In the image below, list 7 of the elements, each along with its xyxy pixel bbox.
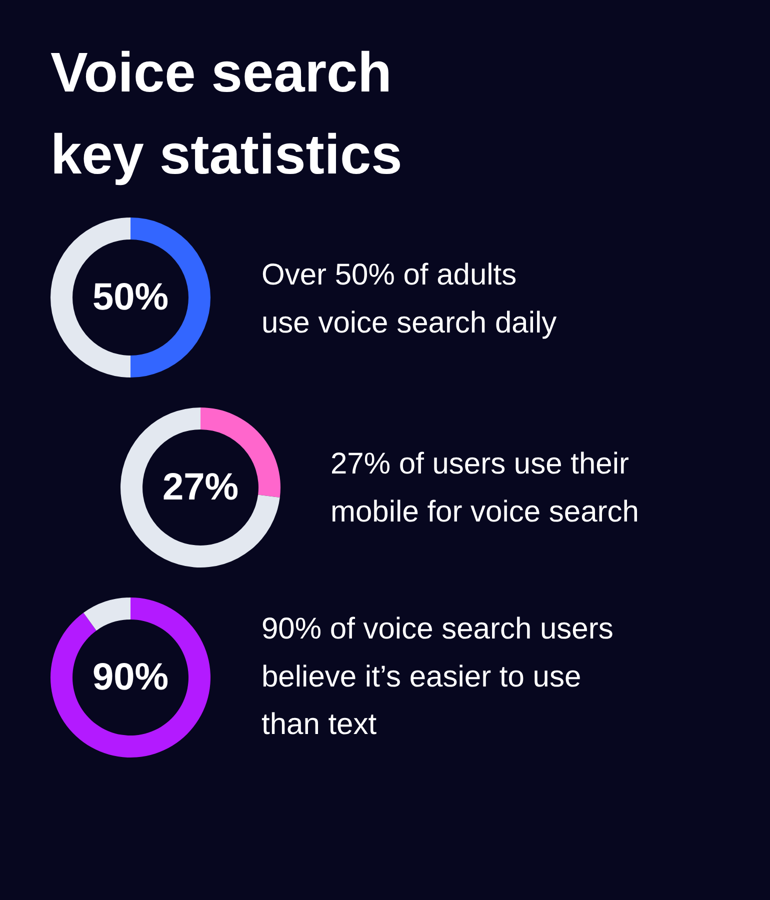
text: Over 50% of adults use voice search daily xyxy=(262,258,557,340)
text: 27% of users use their mobile for voice search xyxy=(330,448,639,528)
text: 90% of voice search users believe it’s easier to use than text xyxy=(262,612,614,742)
text: 27% xyxy=(162,466,239,508)
chart-title: Voice search key statistics xyxy=(50,40,402,186)
text: 90% xyxy=(92,656,169,698)
text: 50% xyxy=(92,276,169,318)
